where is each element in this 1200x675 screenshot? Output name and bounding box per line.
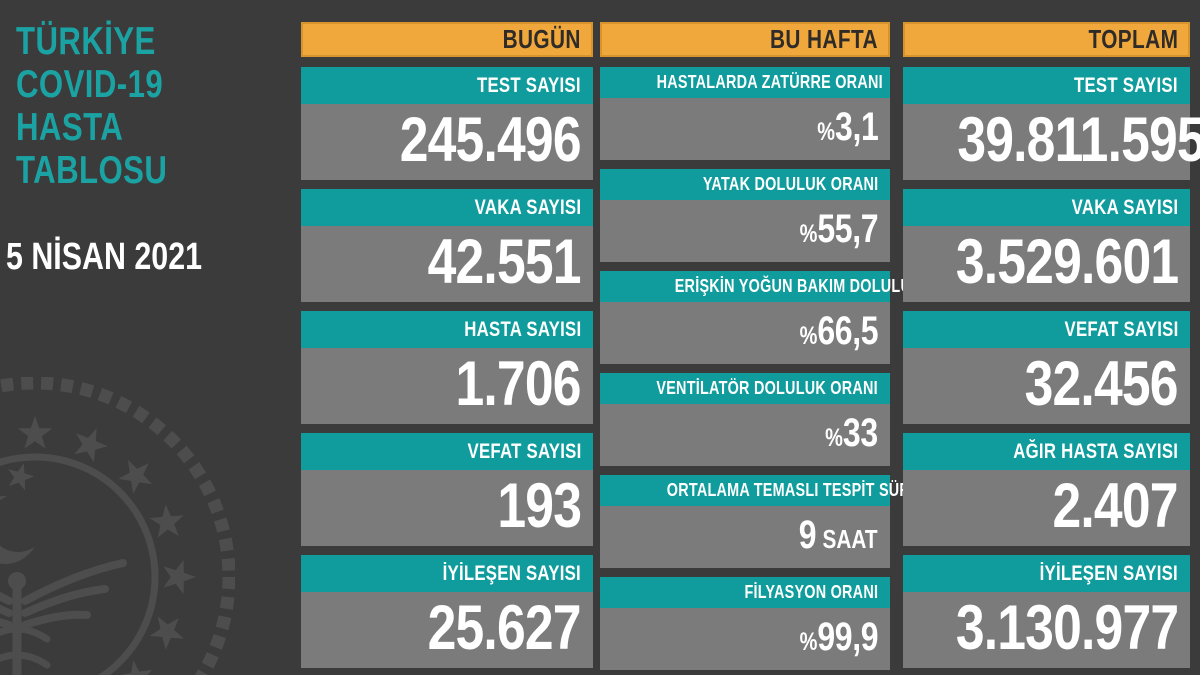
stat-value: 1.706 (301, 348, 593, 424)
stat-card-test-sayisi-bugun: TEST SAYISI 245.496 (301, 67, 593, 180)
column-header-text: TOPLAM (1088, 24, 1178, 54)
column-toplam: TOPLAM TEST SAYISI 39.811.595 VAKA SAYIS… (903, 22, 1200, 675)
stat-label: FİLYASYON ORANI (600, 577, 890, 608)
title-line: HASTA (16, 106, 300, 149)
column-header-toplam: TOPLAM (903, 22, 1190, 57)
stat-value: 3.130.977 (903, 592, 1190, 668)
stat-value: %33 (600, 404, 890, 466)
left-panel: TÜRKİYE COVID-19 HASTA TABLOSU 5 NİSAN 2… (0, 0, 300, 675)
stat-value: 39.811.595 (903, 104, 1200, 180)
stat-label: ERİŞKİN YOĞUN BAKIM DOLULUK ORANI (600, 271, 973, 302)
stat-card-hasta-sayisi-bugun: HASTA SAYISI 1.706 (301, 311, 593, 424)
stat-label: ORTALAMA TEMASLI TESPİT SÜRESİ (600, 475, 934, 506)
stat-value: 32.456 (903, 348, 1190, 424)
page-title: TÜRKİYE COVID-19 HASTA TABLOSU (0, 0, 300, 192)
stat-label: VENTİLATÖR DOLULUK ORANI (600, 373, 890, 404)
stat-card-yatak-doluluk-orani: YATAK DOLULUK ORANI %55,7 (600, 169, 890, 262)
stat-value: 9 SAAT (600, 506, 890, 568)
column-header-bu-hafta: BU HAFTA (600, 22, 890, 57)
title-line: TÜRKİYE (16, 20, 300, 63)
stat-label: VEFAT SAYISI (903, 311, 1190, 348)
stat-card-yogun-bakim-doluluk-orani: ERİŞKİN YOĞUN BAKIM DOLULUK ORANI %66,5 (600, 271, 973, 364)
column-header-bugun: BUGÜN (301, 22, 593, 57)
stat-value: 3.529.601 (903, 226, 1190, 302)
stat-value: 245.496 (301, 104, 593, 180)
stat-label: VAKA SAYISI (903, 189, 1190, 226)
column-header-text: BU HAFTA (770, 24, 878, 54)
stat-card-vaka-sayisi-bugun: VAKA SAYISI 42.551 (301, 189, 593, 302)
stat-label: AĞIR HASTA SAYISI (903, 433, 1190, 470)
report-date: 5 NİSAN 2021 (6, 237, 251, 277)
column-bugun: BUGÜN TEST SAYISI 245.496 VAKA SAYISI 42… (301, 22, 593, 675)
stat-label: İYİLEŞEN SAYISI (301, 555, 593, 592)
stat-card-temasli-tespit-suresi: ORTALAMA TEMASLI TESPİT SÜRESİ 9 SAAT (600, 475, 934, 568)
stat-card-vaka-sayisi-toplam: VAKA SAYISI 3.529.601 (903, 189, 1190, 302)
stat-card-zaturre-orani: HASTALARDA ZATÜRRE ORANI %3,1 (600, 67, 890, 160)
stat-label: HASTALARDA ZATÜRRE ORANI (600, 67, 890, 98)
column-bu-hafta: BU HAFTA HASTALARDA ZATÜRRE ORANI %3,1 Y… (600, 22, 973, 675)
title-word: TABLOSU (16, 149, 168, 192)
stat-card-iyilesen-sayisi-toplam: İYİLEŞEN SAYISI 3.130.977 (903, 555, 1190, 668)
stat-value: %3,1 (600, 98, 890, 160)
report-date-text: 5 NİSAN 2021 (6, 236, 203, 278)
stat-label: TEST SAYISI (301, 67, 593, 104)
stat-value: 193 (301, 470, 593, 546)
stat-label: YATAK DOLULUK ORANI (600, 169, 890, 200)
stat-card-iyilesen-sayisi-bugun: İYİLEŞEN SAYISI 25.627 (301, 555, 593, 668)
title-word: HASTA (16, 106, 124, 149)
stat-value: %55,7 (600, 200, 890, 262)
stat-value: 25.627 (301, 592, 593, 668)
stat-value: %99,9 (600, 608, 890, 670)
stat-label: İYİLEŞEN SAYISI (903, 555, 1190, 592)
column-header-text: BUGÜN (502, 24, 581, 54)
stat-label: VEFAT SAYISI (301, 433, 593, 470)
stat-label: HASTA SAYISI (301, 311, 593, 348)
stat-card-ventilator-doluluk-orani: VENTİLATÖR DOLULUK ORANI %33 (600, 373, 890, 466)
stat-label: VAKA SAYISI (301, 189, 593, 226)
stat-label: TEST SAYISI (903, 67, 1190, 104)
stat-value: %66,5 (600, 302, 890, 364)
title-line: TABLOSU (16, 149, 300, 192)
stat-card-filyasyon-orani: FİLYASYON ORANI %99,9 (600, 577, 890, 670)
title-line: COVID-19 (16, 63, 300, 106)
stat-card-agir-hasta-sayisi-toplam: AĞIR HASTA SAYISI 2.407 (903, 433, 1190, 546)
stat-card-test-sayisi-toplam: TEST SAYISI 39.811.595 (903, 67, 1200, 180)
stat-card-vefat-sayisi-toplam: VEFAT SAYISI 32.456 (903, 311, 1190, 424)
stat-value: 2.407 (903, 470, 1190, 546)
stat-value: 42.551 (301, 226, 593, 302)
health-ministry-emblem-icon (0, 377, 235, 675)
title-word: TÜRKİYE (16, 20, 156, 63)
title-word: COVID-19 (16, 63, 164, 106)
stat-card-vefat-sayisi-bugun: VEFAT SAYISI 193 (301, 433, 593, 546)
